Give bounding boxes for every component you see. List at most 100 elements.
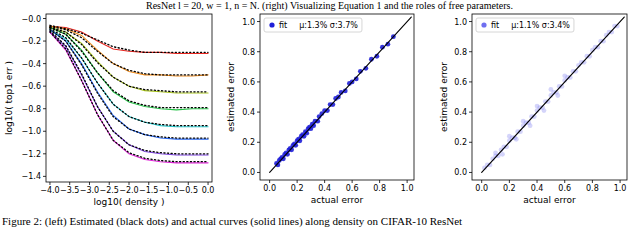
y-tick-label: 1.0 <box>454 18 467 27</box>
y-tick <box>469 51 472 52</box>
frame <box>46 14 212 182</box>
x-tick-label: 1.0 <box>401 184 414 193</box>
x-tick-label: 0.2 <box>503 184 516 193</box>
x-tick <box>208 182 209 185</box>
x-tick <box>69 182 70 185</box>
point <box>500 152 505 157</box>
line <box>50 26 208 53</box>
point <box>562 73 567 78</box>
estimated-curve <box>50 31 208 154</box>
y-tick <box>257 51 260 52</box>
point <box>555 93 560 98</box>
y-tick-label: −0.6 <box>22 82 41 91</box>
x-axis-label: log10( density ) <box>94 197 165 207</box>
x-tick <box>564 180 565 183</box>
x-axis-label: actual error <box>311 195 364 205</box>
x-tick-label: 0.2 <box>291 184 304 193</box>
y-tick-label: 0.8 <box>454 48 467 57</box>
line <box>50 30 208 139</box>
x-tick-label: −3.5 <box>60 186 79 195</box>
estimated-curve <box>50 26 208 74</box>
figure: ResNet l = 20, w = 1, n = N. (right) Vis… <box>0 0 640 229</box>
y-axis-label: estimated error <box>439 62 449 132</box>
annotation: μ:1.1% σ:3.4% <box>511 21 570 30</box>
x-tick <box>537 180 538 183</box>
y-tick <box>469 81 472 82</box>
y-tick-label: 0.2 <box>242 138 255 147</box>
y-tick <box>469 172 472 173</box>
chart: 0.00.20.40.60.81.00.00.20.40.60.81.0actu… <box>226 14 414 205</box>
estimated-curve <box>50 32 208 162</box>
x-tick <box>129 182 130 185</box>
y-tick-label: 0.6 <box>242 78 255 87</box>
x-tick-label: −2.5 <box>100 186 119 195</box>
x-tick <box>297 180 298 183</box>
x-tick-label: −0.5 <box>179 186 198 195</box>
estimated-curve <box>50 29 208 126</box>
frame <box>260 14 414 180</box>
frame <box>472 14 627 180</box>
x-tick <box>509 180 510 183</box>
y-tick <box>257 172 260 173</box>
y-tick <box>469 112 472 113</box>
x-axis-label: actual error <box>523 195 576 205</box>
x-tick-label: 0.0 <box>202 186 215 195</box>
line <box>482 17 625 172</box>
y-tick <box>469 142 472 143</box>
legend-marker <box>269 22 274 27</box>
x-tick <box>109 182 110 185</box>
y-tick-label: −1.0 <box>22 127 41 136</box>
point <box>507 134 512 139</box>
y-tick <box>43 131 46 132</box>
y-tick <box>43 176 46 177</box>
y-tick-label: −0.8 <box>22 105 41 114</box>
line <box>50 28 208 110</box>
x-tick-label: 0.0 <box>475 184 488 193</box>
point <box>528 123 533 128</box>
point <box>542 108 547 113</box>
y-tick <box>469 21 472 22</box>
estimated-curve <box>50 30 208 138</box>
x-tick <box>89 182 90 185</box>
x-tick <box>324 180 325 183</box>
x-tick-label: −4.0 <box>40 186 59 195</box>
y-tick <box>43 41 46 42</box>
x-tick <box>592 180 593 183</box>
x-tick-label: 0.8 <box>586 184 599 193</box>
x-tick <box>148 182 149 185</box>
y-tick <box>257 112 260 113</box>
point <box>535 104 540 109</box>
x-tick <box>188 182 189 185</box>
x-tick-label: 0.4 <box>318 184 331 193</box>
y-tick-label: −0.0 <box>22 15 41 24</box>
y-tick <box>43 86 46 87</box>
legend-box <box>264 18 362 32</box>
x-tick <box>168 182 169 185</box>
x-tick <box>481 180 482 183</box>
y-tick-label: 0.6 <box>454 78 467 87</box>
y-axis-label: log10( top1 err ) <box>4 61 14 135</box>
y-tick-label: 1.0 <box>242 18 255 27</box>
x-tick-label: −1.0 <box>159 186 178 195</box>
y-tick-label: −0.4 <box>22 60 41 69</box>
x-tick-label: −3.0 <box>80 186 99 195</box>
x-tick <box>379 180 380 183</box>
point <box>548 87 553 92</box>
y-tick <box>257 81 260 82</box>
y-tick-label: 0.4 <box>242 108 255 117</box>
legend: fitμ:1.1% σ:3.4% <box>476 18 574 32</box>
x-tick-label: −1.5 <box>139 186 158 195</box>
point <box>521 119 526 124</box>
caption-top: ResNet l = 20, w = 1, n = N. (right) Vis… <box>146 0 513 12</box>
chart: 0.00.20.40.60.81.00.00.20.40.60.81.0actu… <box>439 14 627 205</box>
line <box>50 26 208 76</box>
y-tick-label: 0.2 <box>454 138 467 147</box>
line <box>50 30 208 127</box>
x-tick-label: 0.6 <box>558 184 571 193</box>
y-tick <box>43 18 46 19</box>
x-tick-label: 1.0 <box>614 184 627 193</box>
legend-marker <box>481 22 486 27</box>
x-tick <box>269 180 270 183</box>
x-tick-label: 0.6 <box>346 184 359 193</box>
y-tick <box>43 153 46 154</box>
